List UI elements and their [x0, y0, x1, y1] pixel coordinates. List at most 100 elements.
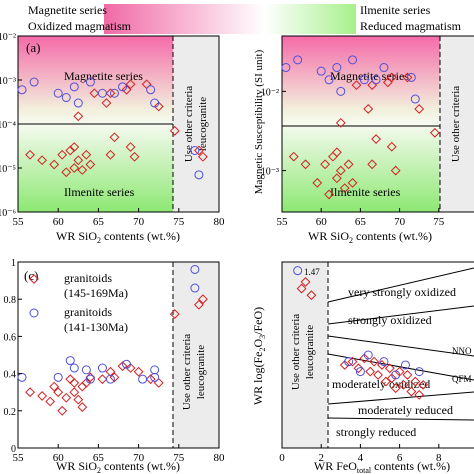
- panel-a-marks: [17, 77, 208, 180]
- data-point: [17, 85, 27, 95]
- data-point: [97, 88, 107, 98]
- data-point: [57, 149, 68, 160]
- y-tick-label: 10⁻³: [0, 76, 16, 87]
- panel-d-annotation: 1.47: [304, 267, 320, 277]
- data-point: [61, 167, 72, 178]
- panel-a-axis: 55 60 65 70 75 80 10⁻⁶ 10⁻⁵ 10⁻⁴ 10⁻³ 10⁻²: [0, 32, 225, 228]
- data-point: [339, 360, 350, 370]
- data-point: [193, 299, 204, 310]
- data-point: [85, 159, 96, 170]
- data-point: [312, 177, 323, 188]
- data-point: [37, 391, 48, 401]
- data-point: [97, 363, 107, 373]
- y-tick-label: 1: [11, 258, 16, 269]
- data-point: [198, 294, 208, 305]
- panel-d-other-label-1: Use other criteria: [290, 314, 302, 390]
- panel-d: very strongly oxidized strongly oxidized…: [251, 261, 474, 474]
- panel-d-other-label-2: leucogranite: [304, 325, 316, 379]
- data-point: [402, 370, 413, 380]
- x-tick-label: 70: [133, 452, 145, 464]
- panel-a-other-label-2: leucogranite: [197, 97, 209, 151]
- y-tick-label: 10⁻⁴: [0, 120, 17, 131]
- y-tick-label: 10⁻²: [0, 32, 16, 43]
- data-point: [69, 363, 79, 373]
- data-point: [288, 151, 299, 162]
- header-left-bottom: Oxidized magmatism: [28, 19, 132, 33]
- panel-b-marks: [281, 55, 440, 200]
- data-point: [300, 159, 311, 170]
- x-tick-label: 65: [93, 216, 105, 228]
- data-point: [402, 72, 413, 83]
- data-point: [293, 55, 303, 65]
- data-point: [300, 277, 311, 287]
- data-point: [125, 363, 136, 373]
- panel-a-other-label-1: Use other criteria: [183, 86, 195, 162]
- data-point: [355, 367, 365, 377]
- data-point: [29, 77, 39, 87]
- data-point: [53, 387, 64, 398]
- x-tick-label: 60: [53, 216, 65, 228]
- legend-label-young-1: granitoids: [64, 305, 112, 319]
- x-tick-label: 8: [436, 452, 442, 464]
- x-tick-label: 70: [133, 216, 145, 228]
- data-point: [61, 392, 72, 403]
- y-tick-label: 0.2: [4, 407, 17, 418]
- data-point: [61, 93, 71, 103]
- panel-a-label: (a): [26, 40, 40, 55]
- data-point: [73, 155, 84, 166]
- x-tick-label: 4: [358, 452, 364, 464]
- data-point: [109, 88, 119, 98]
- data-point: [150, 372, 160, 382]
- x-tick-label: 6: [397, 452, 403, 464]
- data-point: [406, 72, 416, 82]
- data-point: [359, 353, 370, 364]
- header-gradient-right: [264, 4, 356, 34]
- data-point: [347, 177, 358, 188]
- data-point: [380, 376, 391, 387]
- data-point: [390, 383, 401, 394]
- x-tick-label: 75: [173, 452, 185, 464]
- data-point: [129, 151, 140, 162]
- data-point: [53, 372, 63, 382]
- data-point: [386, 141, 397, 152]
- data-point: [125, 142, 136, 152]
- panel-b: Magnetite series Ilmenite series Use oth…: [253, 35, 474, 245]
- legend-label-old-2: (145-169Ma): [64, 286, 128, 300]
- data-point: [153, 101, 164, 112]
- legend-marker-circle: [29, 308, 39, 318]
- data-point: [17, 372, 27, 382]
- header-legend: Magnetite series Oxidized magmatism Ilme…: [28, 3, 462, 34]
- data-point: [49, 381, 60, 392]
- data-point: [69, 387, 80, 398]
- data-point: [367, 159, 378, 170]
- panel-c-axis: 55 60 65 70 75 80 0 0.2 0.4 0.6 0.8 1: [4, 258, 226, 464]
- panel-b-ylabel: Magnetic Susceptibility (SI unit): [253, 49, 265, 194]
- data-point: [359, 75, 369, 85]
- data-point: [101, 98, 112, 108]
- panel-d-xlabel: WR FeOtotal contents (wt.%): [314, 459, 450, 474]
- data-point: [331, 173, 342, 184]
- data-point: [281, 63, 291, 73]
- data-point: [97, 374, 108, 385]
- data-point: [384, 363, 395, 374]
- data-point: [351, 80, 362, 91]
- data-point: [85, 374, 95, 384]
- y-tick-label: 10⁻⁶: [0, 208, 17, 219]
- x-tick-label: 60: [316, 216, 328, 228]
- legend-label-young-2: (141-130Ma): [64, 320, 128, 334]
- panel-c-other-label-1: Use other criteria: [181, 334, 193, 410]
- data-point: [53, 88, 63, 98]
- panel-d-buffer-nno: NNO: [452, 346, 472, 356]
- y-tick-label: 10⁻³: [261, 167, 279, 178]
- panel-b-xlabel: WR SiO2 contents (wt.%): [308, 229, 432, 245]
- data-point: [69, 82, 79, 92]
- panel-a: (a) Magnetite series Ilmenite series Use…: [0, 32, 225, 245]
- panel-d-other-zone: [282, 262, 328, 448]
- data-point: [190, 145, 200, 155]
- data-point: [138, 374, 148, 384]
- panel-d-axis: 0 2 4 6 8: [279, 444, 442, 464]
- data-point: [105, 149, 116, 160]
- data-point: [118, 82, 128, 92]
- data-point: [293, 266, 303, 276]
- data-point: [344, 357, 354, 367]
